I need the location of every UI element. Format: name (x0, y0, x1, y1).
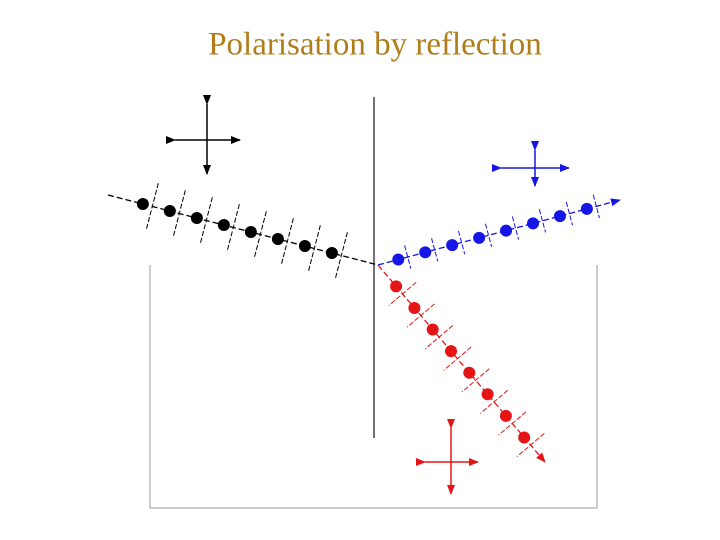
red-cross (416, 419, 479, 495)
incident-ray (107, 194, 379, 266)
black-cross (166, 95, 241, 175)
refracted-dot (426, 323, 439, 336)
reflected-dot (446, 239, 459, 252)
incident-dot (163, 205, 176, 218)
refracted-tick (516, 433, 545, 458)
refracted-dot (408, 301, 421, 314)
incident-tick (334, 232, 348, 279)
reflected-dot (553, 210, 566, 223)
reflected-dot (419, 246, 432, 259)
incident-dot (298, 240, 311, 253)
reflected-dot (473, 231, 486, 244)
reflected-tick (538, 209, 547, 233)
incident-tick (253, 211, 267, 258)
incident-tick (199, 197, 213, 244)
reflected-tick (511, 216, 520, 240)
incident-dot (136, 198, 149, 211)
incident-dot (244, 226, 257, 239)
incident-tick (172, 190, 186, 237)
incident-dot (325, 247, 338, 260)
refracted-dot (518, 431, 531, 444)
refracted-tick (479, 389, 509, 414)
refracted-tick (461, 368, 490, 393)
incident-tick (145, 183, 159, 230)
incident-dot (271, 233, 284, 246)
refracted-dot (481, 388, 494, 401)
reflected-dot (580, 202, 593, 215)
incident-tick (307, 225, 321, 272)
rays (107, 183, 621, 463)
incident-dot (217, 219, 230, 232)
refracted-tick (425, 325, 454, 350)
refracted-tick (406, 303, 435, 328)
refracted-tick (498, 411, 527, 436)
reflected-dot (527, 217, 540, 230)
blue-cross (492, 141, 570, 187)
refracted-dot (445, 345, 458, 358)
refracted-dot (499, 409, 512, 422)
refracted-dot (463, 366, 476, 379)
incident-dot (190, 212, 203, 225)
refracted-tick (388, 281, 417, 306)
refracted-tick (443, 346, 472, 371)
reflected-dot (500, 224, 513, 237)
reflected-dot (392, 253, 405, 266)
refracted-dot (390, 280, 403, 293)
reflected-tick (431, 238, 439, 262)
reflected-tick (458, 230, 466, 255)
medium-boundary (149, 265, 598, 509)
reflected-tick (484, 223, 493, 248)
incident-tick (226, 204, 240, 251)
incident-tick (280, 218, 294, 265)
reflected-ray (377, 198, 621, 266)
title: Polarisation by reflection (208, 27, 542, 63)
reflected-tick (404, 245, 412, 269)
refracted-ray (377, 264, 546, 463)
reflected-tick (565, 201, 573, 226)
reflected-tick (592, 194, 600, 219)
